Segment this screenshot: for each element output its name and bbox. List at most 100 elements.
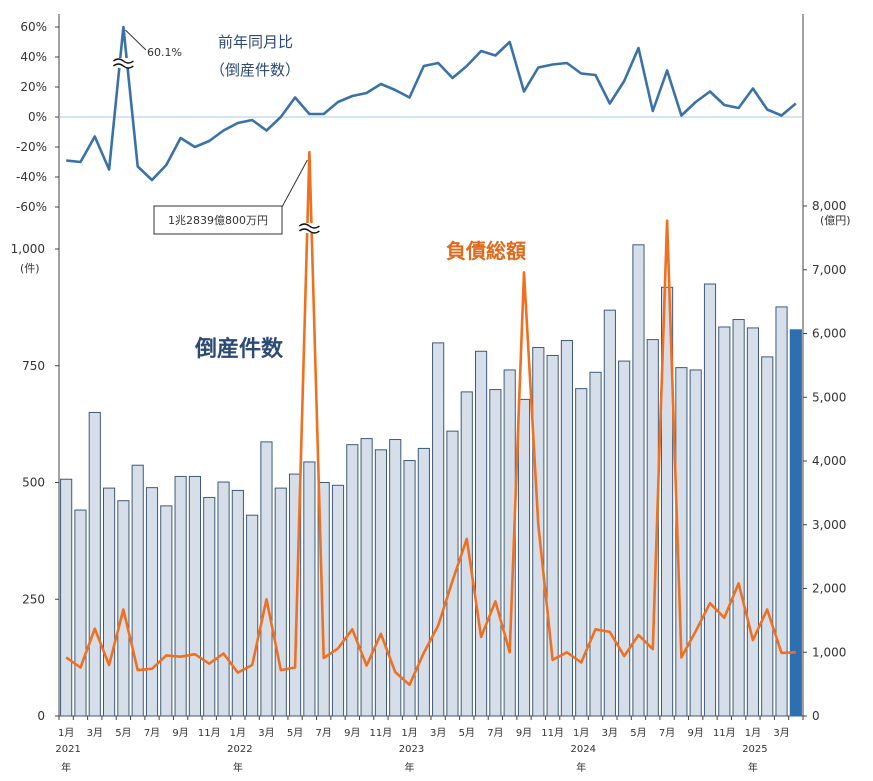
- count-bar: [246, 514, 259, 717]
- right-tick-label: 7,000: [812, 263, 846, 277]
- count-bar: [88, 411, 101, 717]
- x-tick-label: 11月: [541, 727, 564, 739]
- count-bar: [389, 439, 402, 717]
- count-bar: [761, 356, 774, 717]
- count-bar: [131, 464, 144, 717]
- yoy-tick-label: -60%: [16, 200, 47, 214]
- count-bar: [260, 441, 273, 717]
- count-bar: [560, 340, 574, 717]
- x-tick-label: 7月: [487, 727, 503, 739]
- count-bar: [188, 475, 202, 717]
- yoy-title-line1: 前年同月比: [218, 33, 293, 51]
- x-tick-label: 1月: [58, 727, 74, 739]
- count-bar: [145, 487, 159, 717]
- right-tick-label: 6,000: [812, 327, 846, 341]
- count-bar: [274, 487, 287, 717]
- count-bar: [718, 326, 731, 717]
- right-tick-label: 2,000: [812, 582, 846, 596]
- yoy-tick-label: -20%: [16, 140, 47, 154]
- count-bar: [703, 283, 717, 717]
- count-bar: [632, 244, 645, 717]
- count-bar: [474, 350, 488, 717]
- year-label: 2023: [399, 744, 424, 755]
- x-tick-label: 3月: [87, 727, 103, 739]
- lines-layer: [65, 25, 797, 687]
- yoy-tick-label: -40%: [16, 170, 47, 184]
- axis-break-mark: [112, 58, 134, 64]
- x-tick-label: 1月: [401, 727, 417, 739]
- debt-peak-leader: [281, 159, 308, 208]
- count-bar: [517, 398, 531, 717]
- debt-series-label: 負債総額: [446, 239, 526, 263]
- x-tick-label: 9月: [172, 727, 188, 739]
- axis-break-mark: [298, 228, 320, 234]
- x-tick-label: 1月: [745, 727, 761, 739]
- left-axis-unit: (件): [20, 262, 40, 275]
- count-bar: [789, 329, 802, 717]
- debt-total-line: [65, 150, 796, 687]
- x-tick-label: 3月: [430, 727, 446, 739]
- left-tick-label: 1,000: [11, 242, 45, 256]
- yoy-tick-label: 20%: [20, 80, 47, 94]
- left-tick-label: 250: [22, 592, 45, 606]
- x-tick-label: 5月: [459, 727, 475, 739]
- x-tick-label: 1月: [230, 727, 246, 739]
- yoy-tick-label: 60%: [20, 20, 47, 34]
- year-suffix-label: 年: [576, 761, 586, 774]
- yoy-tick-label: 40%: [20, 50, 47, 64]
- count-bar: [446, 430, 459, 717]
- count-bar: [331, 484, 345, 717]
- count-bar: [589, 371, 602, 717]
- count-series-label: 倒産件数: [194, 336, 284, 362]
- year-suffix-label: 年: [405, 761, 415, 774]
- count-bar: [346, 444, 359, 717]
- axes-layer: 0 250 500 750 1,000 0 1,000 2,000 3,000 4,000 5,00…: [11, 14, 846, 774]
- count-bar: [360, 438, 373, 717]
- year-label: 2021: [55, 744, 80, 755]
- count-bar: [432, 342, 445, 717]
- count-bar: [675, 367, 688, 717]
- right-tick-label: 5,000: [812, 390, 846, 404]
- count-bar: [603, 309, 616, 717]
- right-tick-label: 4,000: [812, 454, 846, 468]
- year-label: 2025: [742, 744, 767, 755]
- year-suffix-label: 年: [748, 761, 758, 774]
- x-tick-label: 5月: [115, 727, 131, 739]
- yoy-peak-label: 60.1%: [147, 46, 182, 59]
- count-bar: [288, 473, 302, 717]
- count-bar: [503, 369, 516, 717]
- axis-break-mask: [113, 58, 134, 68]
- count-bar: [102, 487, 116, 717]
- right-axis-unit: (億円): [820, 214, 851, 227]
- count-bar: [732, 319, 745, 717]
- x-tick-label: 7月: [659, 727, 675, 739]
- x-tick-label: 7月: [316, 727, 332, 739]
- x-tick-label: 7月: [144, 727, 160, 739]
- right-tick-label: 8,000: [812, 199, 846, 213]
- axis-break-mark: [112, 63, 134, 69]
- x-tick-label: 11月: [713, 727, 736, 739]
- x-tick-label: 5月: [287, 727, 303, 739]
- x-tick-label: 9月: [344, 727, 360, 739]
- count-bar: [417, 447, 430, 717]
- debt-peak-label-box: [153, 205, 283, 235]
- year-label: 2022: [227, 744, 252, 755]
- right-tick-label: 3,000: [812, 518, 846, 532]
- x-tick-label: 3月: [602, 727, 618, 739]
- year-label: 2024: [571, 744, 596, 755]
- count-bar: [303, 461, 316, 717]
- yoy-line: [66, 25, 797, 182]
- x-tick-label: 9月: [688, 727, 704, 739]
- count-bar: [317, 482, 330, 717]
- count-bar: [174, 475, 187, 717]
- left-tick-label: 500: [22, 476, 45, 490]
- count-bar: [160, 505, 173, 717]
- count-bar: [374, 449, 388, 717]
- count-bar: [74, 509, 87, 717]
- count-bar: [618, 360, 631, 717]
- left-tick-label: 0: [37, 709, 45, 723]
- x-tick-label: 3月: [258, 727, 274, 739]
- labels-layer: 前年同月比 （倒産件数） 倒産件数 負債総額 (件) (億円) 60.1% 1兆…: [20, 33, 851, 362]
